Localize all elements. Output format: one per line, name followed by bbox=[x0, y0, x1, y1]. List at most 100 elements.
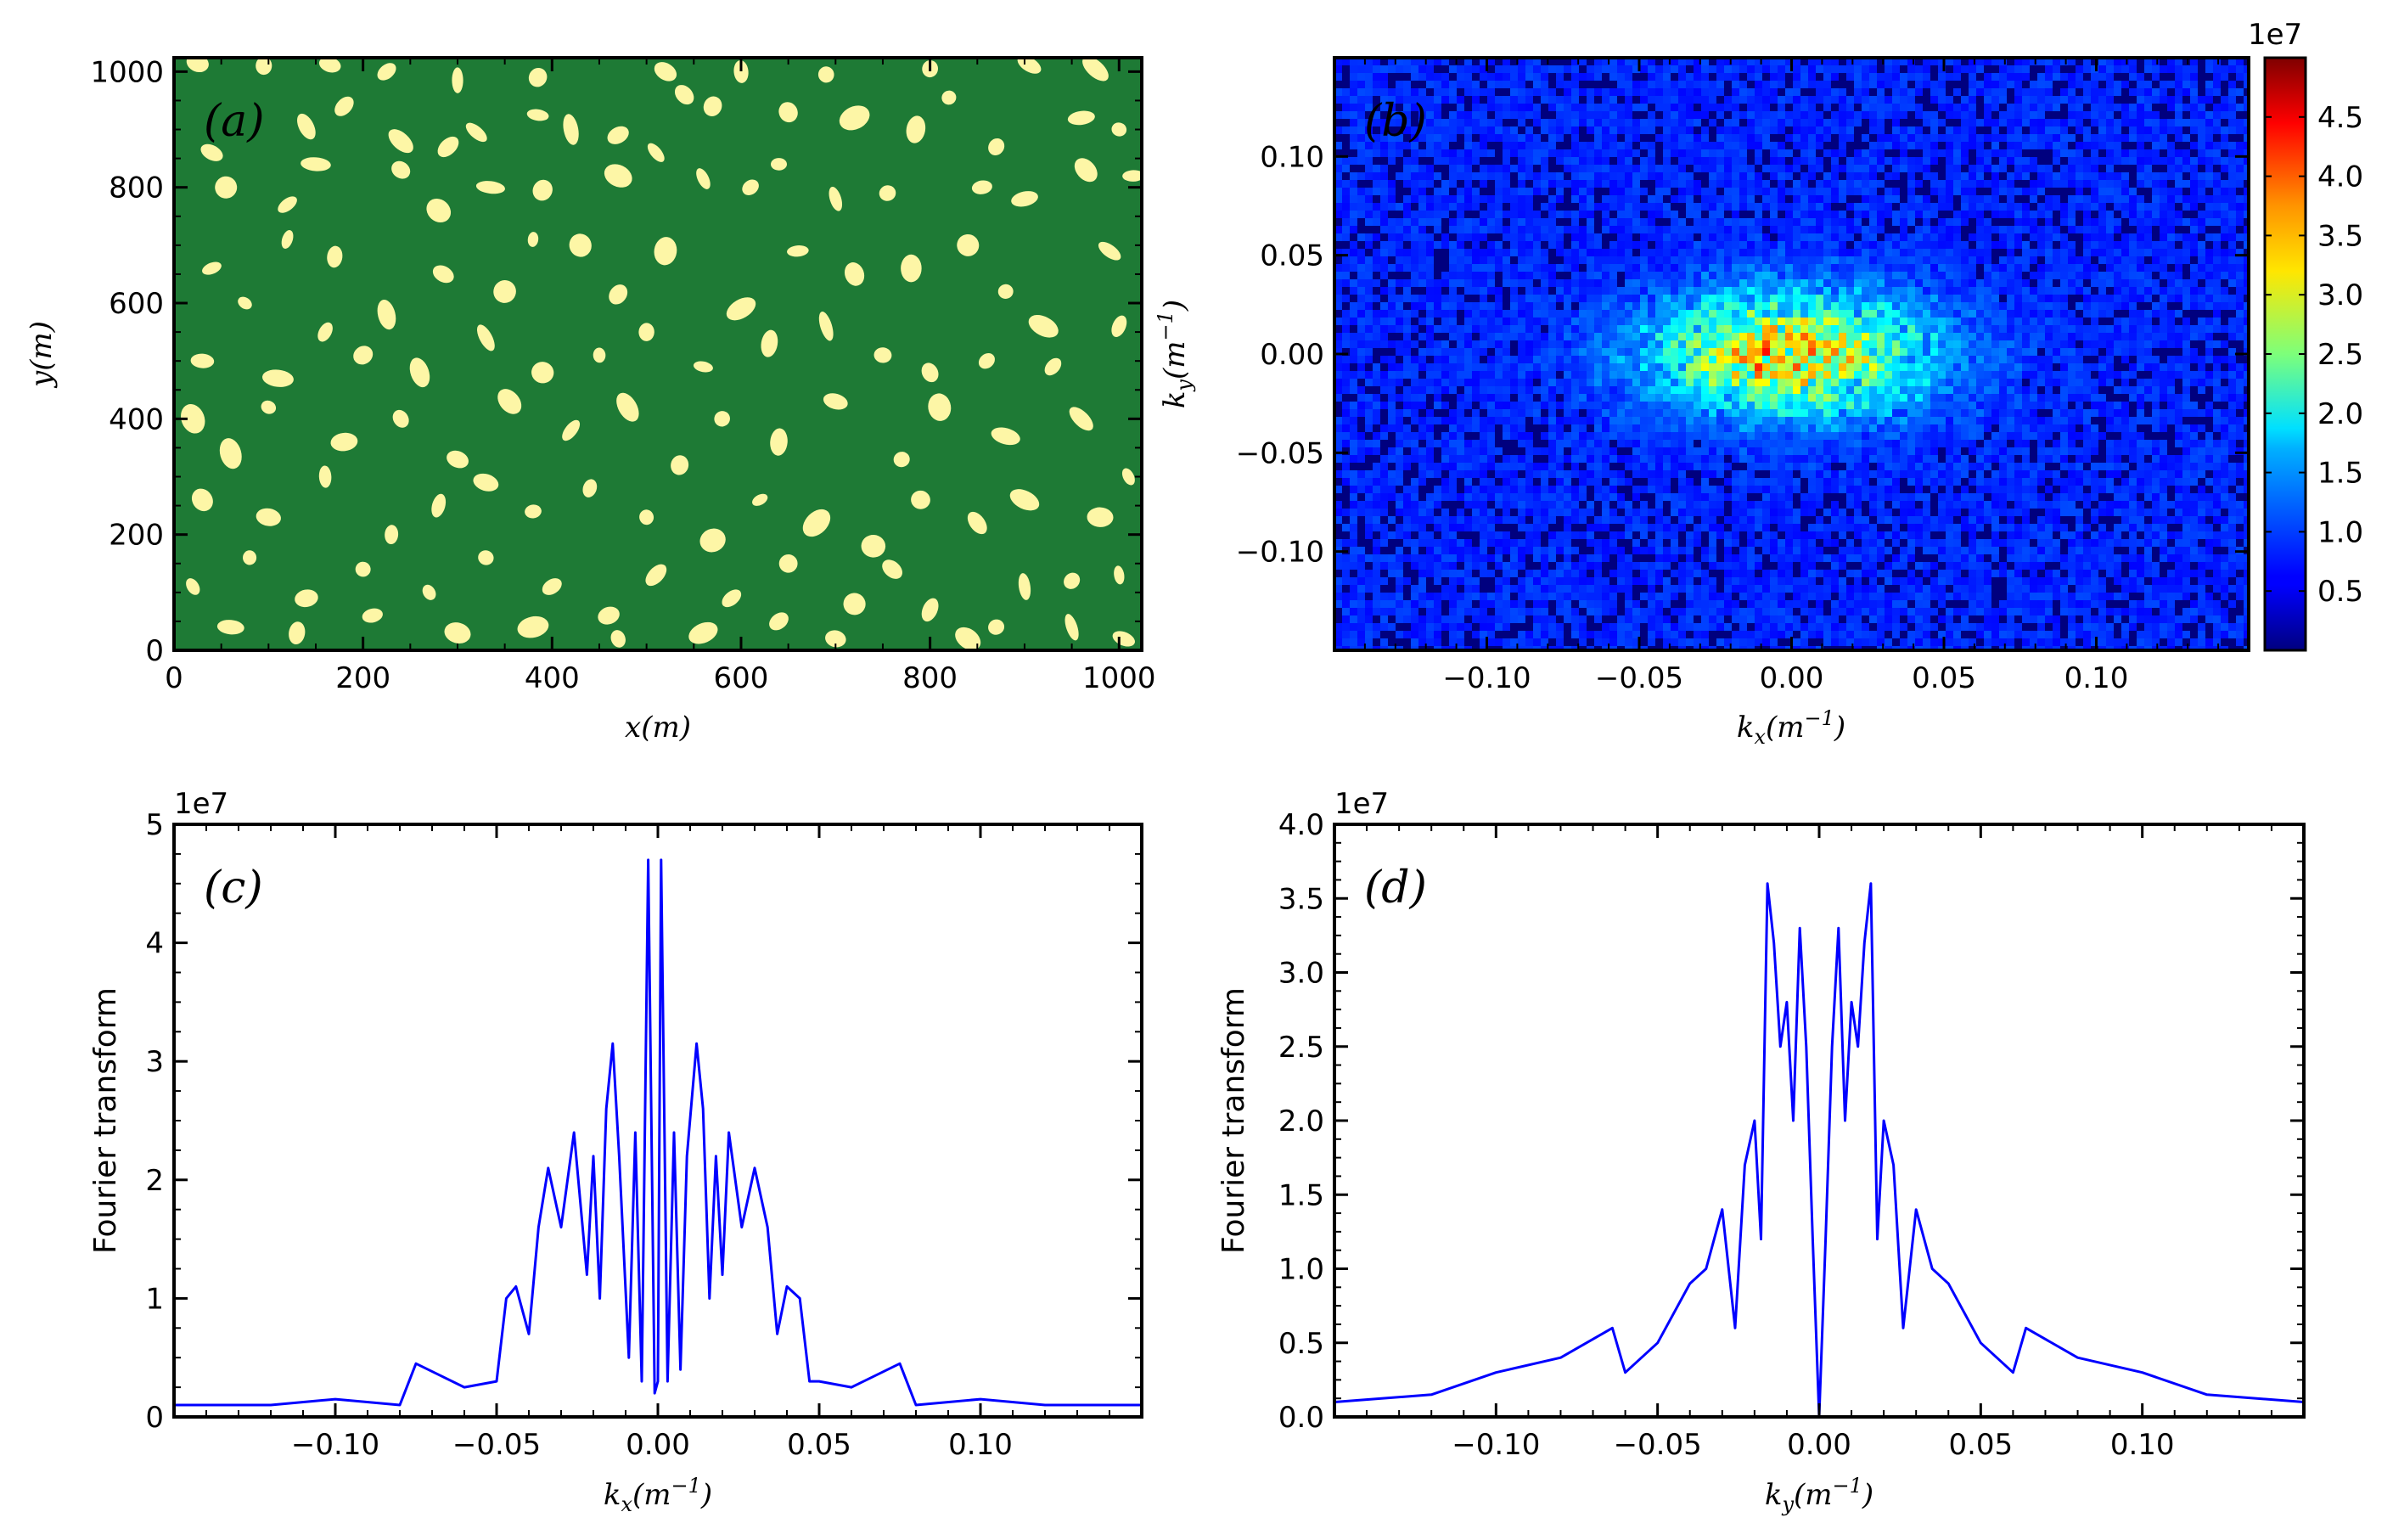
heatmap-cell bbox=[1800, 340, 1808, 348]
heatmap-cell bbox=[1724, 96, 1732, 104]
heatmap-cell bbox=[2060, 165, 2068, 172]
heatmap-cell bbox=[1587, 287, 1594, 295]
heatmap-cell bbox=[1907, 73, 1915, 81]
heatmap-cell bbox=[2213, 180, 2221, 188]
heatmap-cell bbox=[1495, 96, 1503, 104]
heatmap-cell bbox=[1350, 88, 1357, 96]
heatmap-cell bbox=[2083, 340, 2091, 348]
heatmap-cell bbox=[1587, 65, 1594, 73]
heatmap-cell bbox=[1571, 134, 1579, 142]
heatmap-cell bbox=[1678, 318, 1686, 325]
heatmap-cell bbox=[1701, 58, 1709, 65]
heatmap-cell bbox=[1625, 73, 1632, 81]
heatmap-cell bbox=[2053, 333, 2060, 340]
heatmap-cell bbox=[1548, 180, 1556, 188]
heatmap-cell bbox=[1732, 402, 1739, 409]
heatmap-cell bbox=[1472, 249, 1480, 256]
heatmap-cell bbox=[1495, 119, 1503, 126]
heatmap-cell bbox=[1823, 402, 1831, 409]
heatmap-cell bbox=[2190, 379, 2198, 386]
heatmap-cell bbox=[2076, 96, 2083, 104]
heatmap-cell bbox=[1716, 157, 1724, 165]
patch bbox=[829, 186, 843, 211]
heatmap-cell bbox=[1571, 394, 1579, 402]
heatmap-cell bbox=[1938, 348, 1946, 356]
heatmap-cell bbox=[2182, 65, 2190, 73]
heatmap-cell bbox=[2198, 249, 2205, 256]
heatmap-cell bbox=[1831, 371, 1839, 379]
heatmap-cell bbox=[1762, 348, 1770, 356]
heatmap-cell bbox=[2190, 165, 2198, 172]
heatmap-cell bbox=[1548, 65, 1556, 73]
heatmap-cell bbox=[1991, 295, 1999, 302]
heatmap-cell bbox=[1724, 218, 1732, 226]
heatmap-cell bbox=[1350, 256, 1357, 264]
heatmap-cell bbox=[1487, 402, 1495, 409]
heatmap-cell bbox=[1785, 249, 1793, 256]
heatmap-cell bbox=[1609, 111, 1617, 119]
heatmap-cell bbox=[1411, 402, 1418, 409]
heatmap-cell bbox=[1892, 111, 1900, 119]
heatmap-cell bbox=[1357, 356, 1365, 363]
heatmap-cell bbox=[1755, 58, 1762, 65]
heatmap-cell bbox=[2137, 325, 2144, 333]
patch bbox=[696, 168, 711, 189]
heatmap-cell bbox=[1357, 88, 1365, 96]
heatmap-cell bbox=[1823, 333, 1831, 340]
heatmap-cell bbox=[1334, 386, 1342, 394]
heatmap-cell bbox=[2007, 73, 2014, 81]
heatmap-cell bbox=[2205, 233, 2213, 241]
heatmap-cell bbox=[1365, 409, 1373, 417]
heatmap-cell bbox=[1816, 142, 1823, 149]
heatmap-cell bbox=[1938, 272, 1946, 279]
patch bbox=[317, 322, 333, 342]
heatmap-cell bbox=[2121, 195, 2129, 203]
heatmap-cell bbox=[1671, 371, 1678, 379]
heatmap-cell bbox=[1365, 104, 1373, 111]
heatmap-cell bbox=[1426, 386, 1434, 394]
heatmap-cell bbox=[1350, 333, 1357, 340]
heatmap-cell bbox=[2098, 310, 2106, 318]
heatmap-cell bbox=[1969, 180, 1976, 188]
heatmap-cell bbox=[1716, 126, 1724, 134]
heatmap-cell bbox=[1602, 157, 1609, 165]
heatmap-cell bbox=[1365, 211, 1373, 218]
heatmap-cell bbox=[1739, 272, 1747, 279]
heatmap-cell bbox=[1869, 348, 1877, 356]
heatmap-cell bbox=[2129, 126, 2137, 134]
heatmap-cell bbox=[1418, 203, 1426, 211]
heatmap-cell bbox=[1411, 302, 1418, 310]
heatmap-cell bbox=[1396, 111, 1403, 119]
heatmap-cell bbox=[1464, 340, 1472, 348]
heatmap-cell bbox=[1854, 356, 1862, 363]
heatmap-cell bbox=[1739, 233, 1747, 241]
heatmap-cell bbox=[1541, 233, 1548, 241]
heatmap-cell bbox=[1839, 325, 1846, 333]
heatmap-cell bbox=[1663, 65, 1671, 73]
panel-a-x-tick-label: 400 bbox=[525, 661, 580, 695]
heatmap-cell bbox=[2221, 340, 2228, 348]
heatmap-cell bbox=[2152, 111, 2160, 119]
heatmap-cell bbox=[1434, 96, 1441, 104]
heatmap-cell bbox=[2198, 241, 2205, 249]
heatmap-cell bbox=[1548, 325, 1556, 333]
heatmap-cell bbox=[2198, 134, 2205, 142]
heatmap-cell bbox=[1533, 119, 1541, 126]
heatmap-cell bbox=[2236, 256, 2244, 264]
heatmap-cell bbox=[2060, 256, 2068, 264]
heatmap-cell bbox=[1480, 211, 1487, 218]
heatmap-cell bbox=[1984, 195, 1991, 203]
heatmap-cell bbox=[1793, 188, 1800, 195]
heatmap-cell bbox=[2198, 256, 2205, 264]
heatmap-cell bbox=[2244, 379, 2249, 386]
heatmap-cell bbox=[2007, 134, 2014, 142]
heatmap-cell bbox=[1548, 295, 1556, 302]
heatmap-cell bbox=[2068, 264, 2076, 272]
heatmap-cell bbox=[1716, 149, 1724, 157]
heatmap-cell bbox=[1602, 65, 1609, 73]
heatmap-cell bbox=[1846, 233, 1854, 241]
heatmap-cell bbox=[1678, 134, 1686, 142]
heatmap-cell bbox=[1594, 318, 1602, 325]
heatmap-cell bbox=[2175, 256, 2182, 264]
patch bbox=[647, 143, 665, 162]
